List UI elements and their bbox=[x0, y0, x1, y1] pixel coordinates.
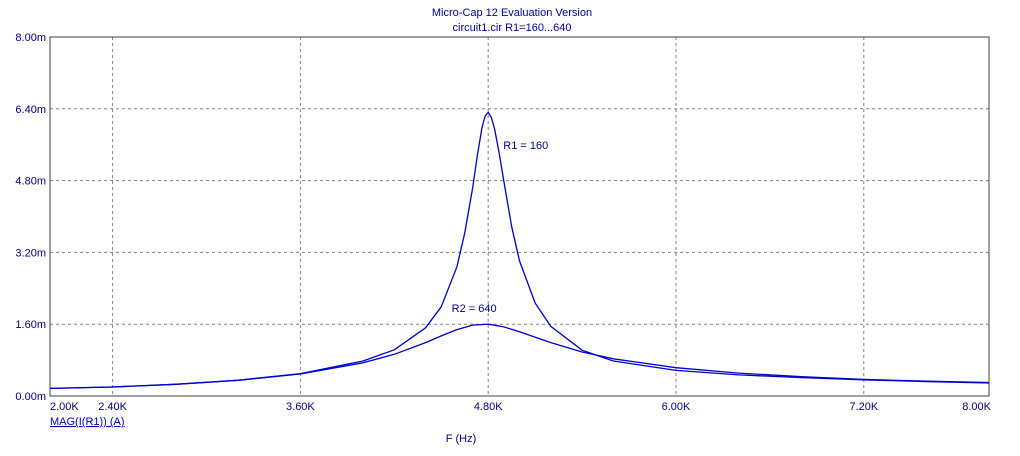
chart-subtitle: circuit1.cir R1=160...640 bbox=[453, 22, 572, 34]
chart-title: Micro-Cap 12 Evaluation Version bbox=[432, 7, 592, 19]
x-axis-label: F (Hz) bbox=[446, 433, 477, 445]
x-tick-label: 6.00K bbox=[662, 401, 691, 413]
curve-annotations: R1 = 160 R2 = 640 bbox=[452, 140, 549, 315]
series-line-1 bbox=[49, 111, 990, 390]
x-tick-labels: 2.00K 2.40K 3.60K 4.80K 6.00K 7.20K 8.00K bbox=[50, 401, 992, 413]
y-axis-label[interactable]: MAG(I(R1)) (A) bbox=[50, 416, 125, 428]
x-tick-label: 2.40K bbox=[98, 401, 127, 413]
curve-annotation: R2 = 640 bbox=[452, 303, 497, 315]
x-tick-label: 2.00K bbox=[50, 401, 79, 413]
series-layer bbox=[49, 111, 990, 390]
x-tick-label: 3.60K bbox=[286, 401, 315, 413]
y-tick-labels: 0.00m 1.60m 3.20m 4.80m 6.40m 8.00m bbox=[15, 32, 46, 403]
x-tick-label: 4.80K bbox=[474, 401, 503, 413]
y-tick-label: 8.00m bbox=[15, 32, 46, 44]
y-tick-label: 3.20m bbox=[15, 247, 46, 259]
y-tick-label: 4.80m bbox=[15, 176, 46, 188]
y-tick-label: 1.60m bbox=[15, 319, 46, 331]
curve-annotation: R1 = 160 bbox=[503, 140, 548, 152]
x-tick-label: 8.00K bbox=[962, 401, 991, 413]
y-tick-label: 0.00m bbox=[15, 391, 46, 403]
series-line-2 bbox=[49, 323, 990, 390]
grid-lines bbox=[50, 37, 989, 396]
plot-frame bbox=[49, 36, 990, 397]
x-tick-label: 7.20K bbox=[849, 401, 878, 413]
y-tick-label: 6.40m bbox=[15, 104, 46, 116]
